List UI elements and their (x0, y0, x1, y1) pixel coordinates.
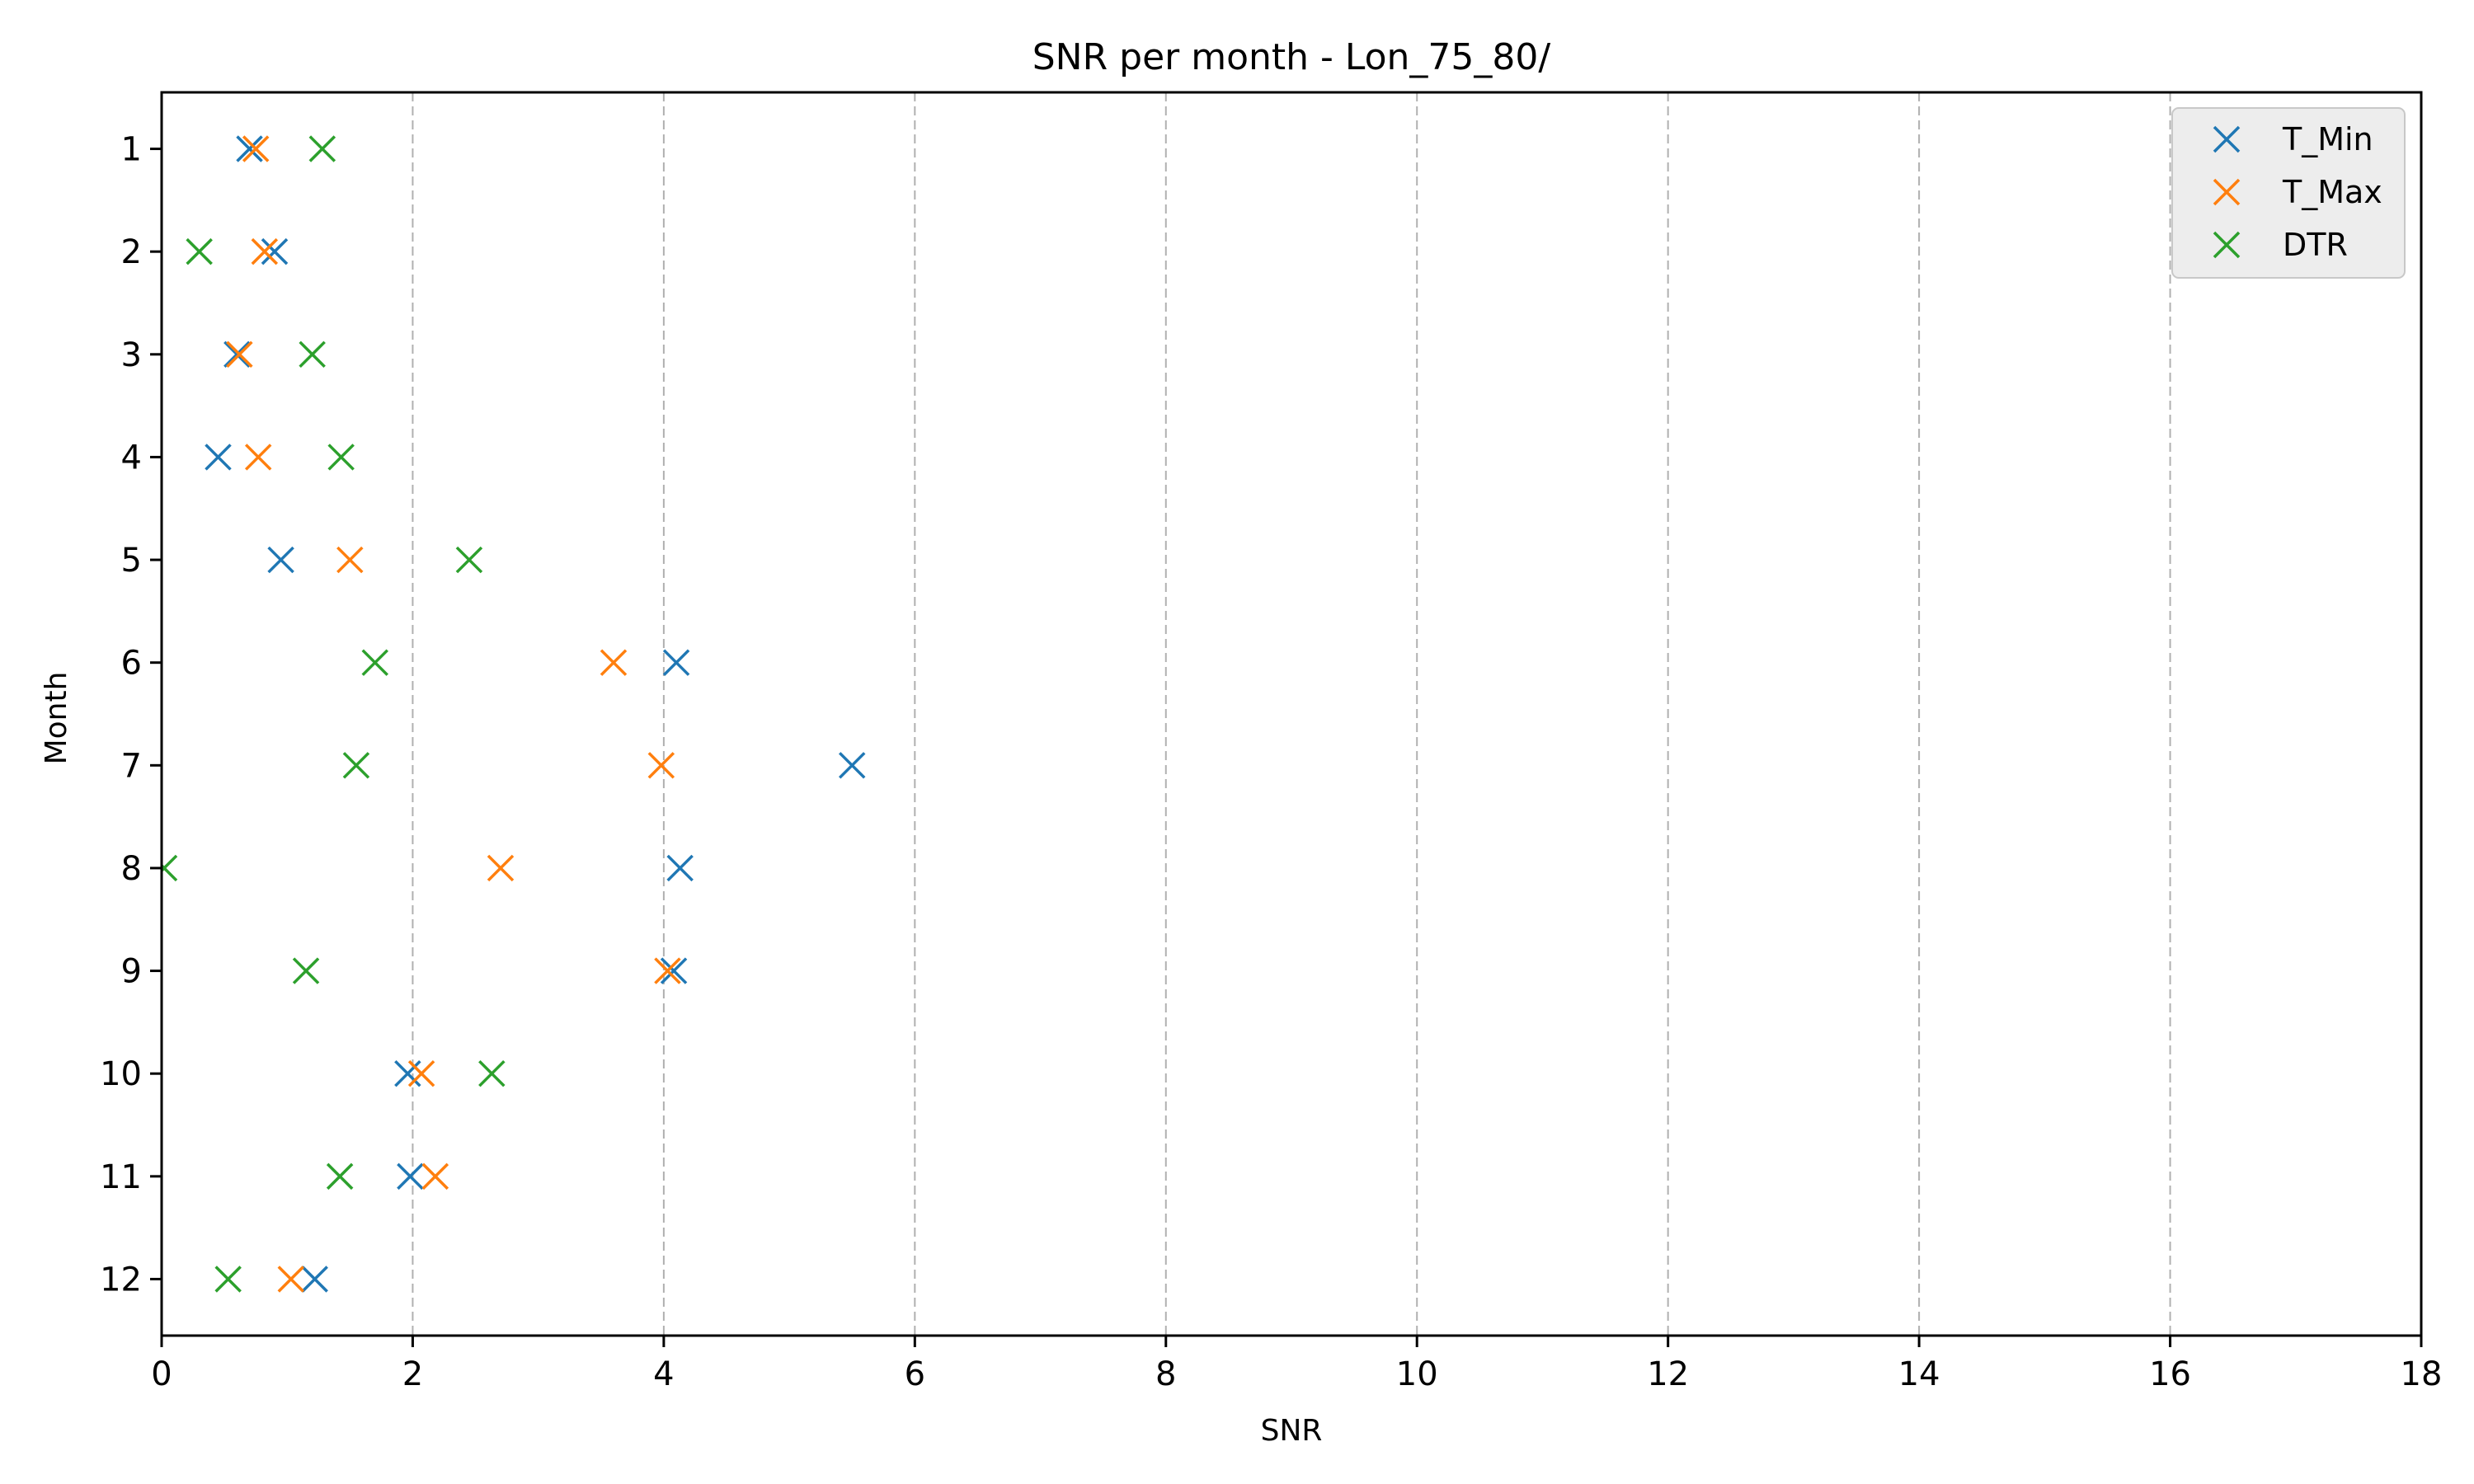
legend-label-t-min: T_Min (2282, 121, 2373, 157)
legend-marker-dtr (2213, 231, 2241, 259)
legend-label-dtr: DTR (2283, 227, 2348, 263)
point-t-min-month-3 (223, 340, 251, 369)
point-t-max-month-8 (487, 854, 515, 882)
y-tick-label: 4 (121, 439, 142, 477)
y-tick-label: 8 (121, 850, 142, 888)
x-tick-label: 4 (653, 1355, 674, 1393)
x-tick-label: 12 (1647, 1355, 1689, 1393)
point-t-max-month-1 (242, 135, 270, 162)
x-gridlines (412, 92, 2171, 1336)
y-tick-label: 3 (121, 336, 142, 374)
point-t-max-month-10 (407, 1059, 435, 1087)
y-tick-label: 2 (121, 233, 142, 271)
y-tick-label: 11 (100, 1158, 142, 1196)
y-tick-label: 10 (100, 1055, 142, 1093)
point-dtr-month-8 (162, 854, 178, 882)
point-t-min-month-9 (660, 957, 688, 984)
point-dtr-month-6 (361, 649, 389, 676)
point-t-max-month-11 (421, 1162, 449, 1190)
point-dtr-month-11 (326, 1162, 354, 1190)
chart-title: SNR per month - Lon_75_80/ (1032, 36, 1551, 78)
point-t-min-month-8 (666, 854, 694, 882)
x-tick-label: 18 (2401, 1355, 2443, 1393)
point-t-max-month-5 (336, 546, 364, 574)
point-t-max-month-3 (226, 340, 253, 369)
y-tick-label: 6 (121, 645, 142, 683)
y-tick-label: 12 (100, 1261, 142, 1298)
point-dtr-month-7 (342, 752, 370, 779)
x-tick-label: 6 (905, 1355, 925, 1393)
data-points (162, 135, 866, 1293)
point-dtr-month-12 (214, 1266, 242, 1293)
point-t-min-month-7 (838, 752, 866, 779)
point-dtr-month-3 (299, 340, 326, 369)
point-t-min-month-5 (267, 546, 294, 574)
legend-label-t-max: T_Max (2282, 174, 2382, 210)
plot-frame (160, 91, 2423, 1337)
point-t-min-month-10 (394, 1059, 421, 1087)
y-tick-label: 5 (121, 542, 142, 580)
y-tick-label: 7 (121, 747, 142, 785)
y-tick-label: 9 (121, 953, 142, 991)
point-t-min-month-11 (397, 1162, 424, 1190)
point-t-min-month-1 (236, 135, 263, 162)
x-tick-label: 16 (2149, 1355, 2191, 1393)
y-tick-label: 1 (121, 131, 142, 169)
legend: T_Min T_Max DTR (2171, 107, 2406, 279)
legend-box (2171, 107, 2406, 279)
y-axis-label: Month (40, 672, 73, 765)
point-dtr-month-9 (292, 957, 320, 984)
point-t-max-month-2 (251, 237, 279, 265)
x-tick-label: 8 (1155, 1355, 1176, 1393)
point-dtr-month-1 (308, 135, 336, 162)
legend-marker-t-min (2213, 125, 2241, 153)
point-t-max-month-12 (277, 1266, 305, 1293)
point-dtr-month-4 (327, 444, 355, 471)
point-t-max-month-4 (244, 444, 272, 471)
point-t-min-month-4 (205, 444, 232, 471)
point-dtr-month-2 (186, 237, 213, 265)
point-t-max-month-7 (647, 752, 675, 779)
point-t-max-month-6 (600, 649, 628, 676)
x-tick-label: 14 (1898, 1355, 1940, 1393)
x-tick-label: 10 (1396, 1355, 1438, 1393)
point-t-min-month-6 (662, 649, 690, 676)
point-t-max-month-9 (654, 957, 681, 984)
point-t-min-month-12 (301, 1266, 328, 1293)
x-tick-label: 0 (151, 1355, 172, 1393)
x-tick-label: 2 (402, 1355, 423, 1393)
point-t-min-month-2 (261, 237, 289, 265)
point-dtr-month-5 (455, 546, 483, 574)
legend-marker-t-max (2213, 178, 2241, 206)
x-axis-label: SNR (1261, 1414, 1323, 1448)
point-dtr-month-10 (478, 1059, 506, 1087)
